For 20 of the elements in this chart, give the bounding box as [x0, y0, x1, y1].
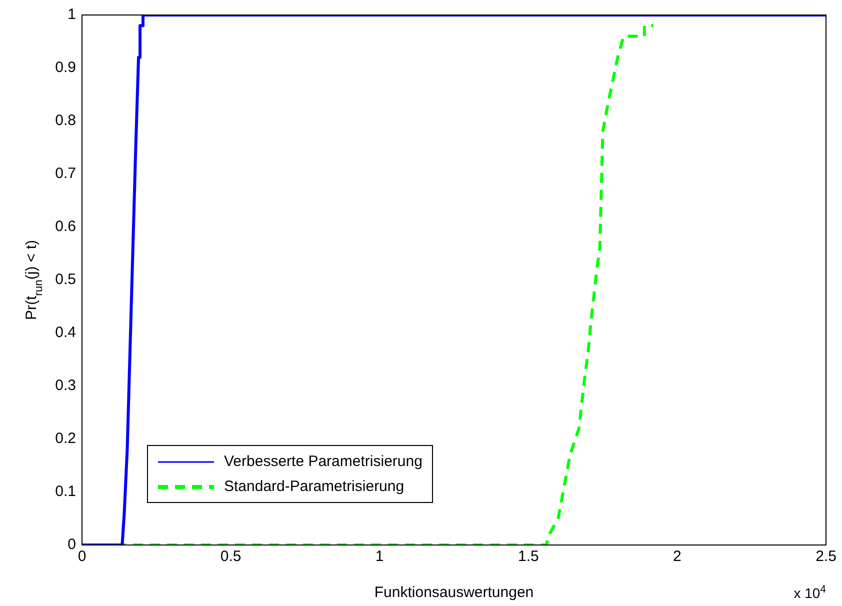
y-tick-label: 0.5 [55, 271, 76, 288]
y-tick-label: 0 [68, 536, 76, 554]
y-tick-label: 0.3 [55, 377, 76, 394]
x-axis-title: Funktionsauswertungen [374, 584, 534, 602]
x-tick-label: 0.5 [220, 548, 242, 566]
x-tick-label: 2 [673, 548, 682, 566]
y-tick-label: 0.7 [55, 165, 76, 182]
y-axis-title: Pr(trun(j) < t) [23, 240, 45, 320]
x-tick-label: 1 [375, 548, 384, 566]
x-tick-label: 2.5 [816, 548, 836, 566]
y-tick-label: 0.8 [55, 112, 76, 130]
x-tick-label: 1.5 [518, 548, 539, 566]
y-tick-label: 0.6 [55, 218, 76, 236]
y-tick-label: 0.4 [55, 324, 76, 342]
legend-label: Verbesserte Parametrisierung [224, 453, 422, 470]
y-tick-label: 1 [68, 6, 76, 24]
y-tick-label: 0.1 [55, 483, 76, 500]
y-tick-label: 0.2 [55, 430, 76, 448]
legend-label: Standard-Parametrisierung [224, 478, 404, 495]
y-tick-label: 0.9 [55, 59, 76, 76]
